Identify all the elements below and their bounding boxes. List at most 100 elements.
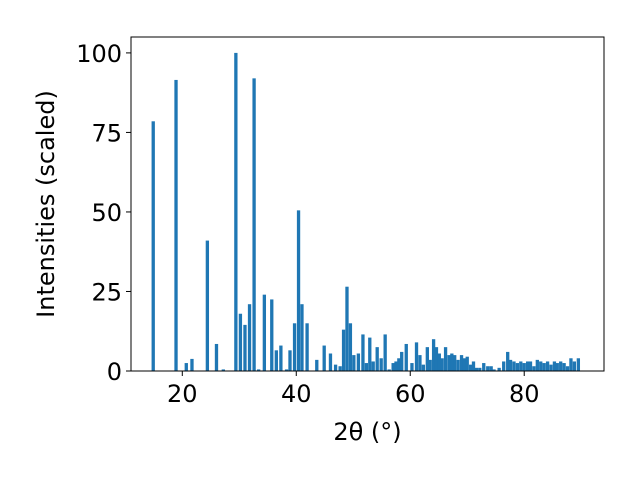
bar xyxy=(356,353,361,371)
bar xyxy=(492,369,496,371)
bar xyxy=(431,339,436,371)
x-axis-label: 2θ (°) xyxy=(333,418,401,446)
bar xyxy=(361,334,365,371)
bar xyxy=(345,286,349,371)
bar xyxy=(555,363,559,371)
bar xyxy=(400,351,404,371)
bar xyxy=(418,355,422,371)
bar xyxy=(434,347,439,371)
bar xyxy=(404,343,408,371)
bar xyxy=(552,361,557,371)
bar xyxy=(247,304,252,371)
bar xyxy=(447,355,451,371)
bar xyxy=(453,355,457,371)
x-axis: 20 40 60 80 xyxy=(167,371,539,408)
bar xyxy=(371,361,375,371)
bar xyxy=(474,367,478,371)
bar xyxy=(576,358,581,371)
bar xyxy=(234,52,238,372)
bar xyxy=(205,240,210,371)
bar xyxy=(459,355,464,371)
y-tick-label: 25 xyxy=(91,278,122,306)
y-tick-label: 50 xyxy=(91,199,122,227)
bar xyxy=(333,364,338,371)
bar xyxy=(391,363,395,371)
bar xyxy=(328,353,333,371)
bar xyxy=(243,324,247,371)
bar xyxy=(257,369,261,371)
bar xyxy=(559,361,563,371)
bar xyxy=(497,367,501,371)
x-tick-label: 80 xyxy=(509,380,540,408)
bar xyxy=(348,323,353,371)
bar xyxy=(322,345,326,371)
bar xyxy=(508,359,513,371)
bar xyxy=(542,363,546,371)
bar xyxy=(456,359,460,371)
y-tick-label: 75 xyxy=(91,119,122,147)
bar xyxy=(515,363,520,371)
bar xyxy=(214,343,219,371)
bar xyxy=(478,367,482,371)
bar xyxy=(471,361,476,371)
bar xyxy=(274,350,278,371)
bar xyxy=(549,364,553,371)
bar xyxy=(292,323,297,371)
bar xyxy=(352,355,356,371)
bar xyxy=(421,364,426,371)
plot-frame xyxy=(130,36,605,372)
y-axis: 0 25 50 75 100 xyxy=(76,40,131,386)
bar xyxy=(383,334,387,371)
bar xyxy=(469,364,473,371)
bar xyxy=(539,361,543,371)
bar xyxy=(489,366,493,371)
bar xyxy=(525,361,530,371)
bar xyxy=(519,361,523,371)
bar xyxy=(284,369,289,371)
bar xyxy=(565,366,570,371)
bar xyxy=(414,342,419,371)
bar xyxy=(379,358,383,371)
y-tick-label: 100 xyxy=(76,40,122,68)
bar xyxy=(151,121,155,371)
bar xyxy=(532,366,536,371)
bar xyxy=(184,363,188,371)
x-tick-label: 20 xyxy=(167,380,198,408)
bar xyxy=(338,366,342,371)
bar xyxy=(462,358,467,371)
bar xyxy=(375,347,379,371)
bar xyxy=(428,359,432,371)
bar xyxy=(394,361,398,371)
bar xyxy=(572,361,577,371)
bar xyxy=(262,294,267,371)
bar xyxy=(437,353,441,371)
bar xyxy=(387,369,391,371)
bar xyxy=(397,358,401,371)
bar xyxy=(482,363,486,371)
bar xyxy=(364,363,369,371)
y-axis-label: Intensities (scaled) xyxy=(32,90,60,318)
bar xyxy=(512,361,516,371)
bar xyxy=(315,359,319,371)
bar xyxy=(450,353,454,371)
bar xyxy=(506,351,510,371)
bars-layer xyxy=(151,52,581,372)
bar xyxy=(562,363,566,371)
bar xyxy=(535,359,539,371)
x-tick-label: 60 xyxy=(395,380,426,408)
bar xyxy=(174,79,178,371)
bar xyxy=(288,350,292,371)
bar xyxy=(569,358,573,371)
bar xyxy=(300,304,304,371)
bar xyxy=(279,345,283,371)
x-tick-label: 40 xyxy=(281,380,312,408)
y-tick-label: 0 xyxy=(107,358,122,386)
bar xyxy=(296,210,301,371)
bar xyxy=(443,347,448,371)
bar xyxy=(425,347,429,371)
bar xyxy=(545,361,550,371)
bar xyxy=(410,363,414,371)
bar xyxy=(465,356,469,371)
bar xyxy=(238,313,243,371)
